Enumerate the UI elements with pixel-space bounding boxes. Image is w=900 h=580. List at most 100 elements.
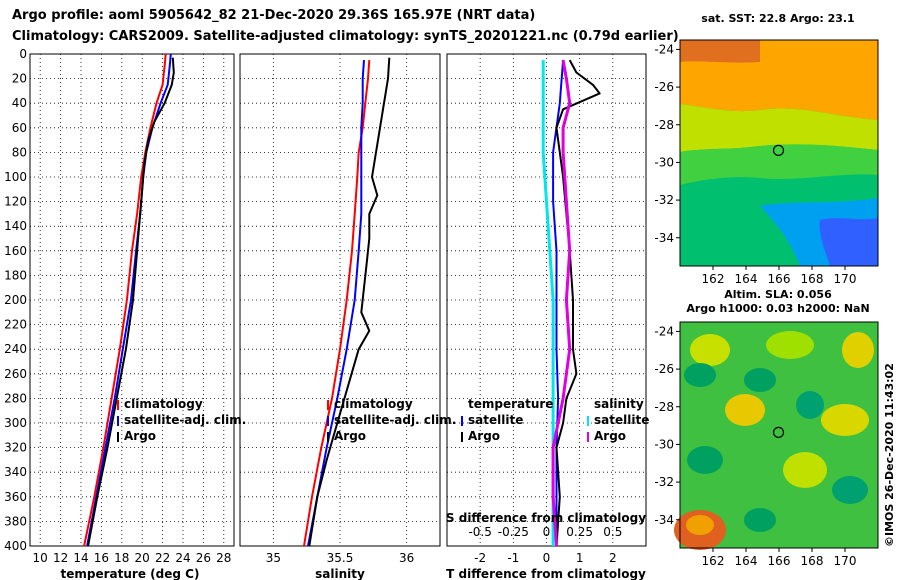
legend-argo-label: Argo bbox=[334, 429, 366, 443]
t-difference-axis-label: T difference from climatology bbox=[446, 567, 646, 580]
depth-tick-label: 240 bbox=[4, 342, 27, 356]
map-y-tick-label: -26 bbox=[654, 362, 674, 376]
plot-frame bbox=[446, 53, 647, 547]
map-x-tick-label: 170 bbox=[834, 272, 857, 286]
depth-tick-label: 60 bbox=[12, 121, 27, 135]
x-tick-label: 1 bbox=[576, 551, 584, 565]
sla-map-title: Altim. SLA: 0.056 bbox=[724, 288, 832, 301]
depth-tick-label: 280 bbox=[4, 391, 27, 405]
x-tick-label: 26 bbox=[196, 551, 211, 565]
map-x-tick-label: 164 bbox=[735, 554, 758, 568]
legend-s-satellite-label: satellite bbox=[594, 413, 649, 427]
difference-legend: temperature satellite Argo salinity sate… bbox=[461, 397, 649, 443]
header-title-line1: Argo profile: aoml 5905642_82 21-Dec-202… bbox=[12, 8, 535, 23]
temperature-legend: climatology satellite-adj. clim. Argo bbox=[117, 397, 246, 443]
legend-s-argo-label: Argo bbox=[594, 429, 626, 443]
map-x-tick-label: 162 bbox=[702, 554, 725, 568]
sla-high-blob bbox=[783, 452, 827, 488]
map-y-tick-label: -28 bbox=[654, 118, 674, 132]
map-y-tick-label: -28 bbox=[654, 400, 674, 414]
depth-tick-label: 40 bbox=[12, 96, 27, 110]
depth-tick-label: 160 bbox=[4, 244, 27, 258]
series-climatology bbox=[303, 60, 371, 547]
argo-location-marker bbox=[772, 144, 785, 156]
legend-climatology-label: climatology bbox=[124, 397, 203, 411]
x-tick-label: 0 bbox=[543, 551, 551, 565]
sla-high-blob bbox=[821, 404, 869, 436]
depth-tick-label: 320 bbox=[4, 441, 27, 455]
series-climatology bbox=[83, 53, 167, 547]
sla-map-subtitle: Argo h1000: 0.03 h2000: NaN bbox=[686, 302, 869, 315]
x-tick-label: 24 bbox=[175, 551, 190, 565]
s-tick-label: -0.5 bbox=[468, 525, 491, 539]
map-y-tick-label: -30 bbox=[654, 155, 674, 169]
x-tick-label: 35.5 bbox=[327, 551, 354, 565]
map-y-tick-label: -24 bbox=[654, 42, 674, 56]
depth-tick-label: 300 bbox=[4, 416, 27, 430]
map-y-tick-label: -34 bbox=[654, 231, 674, 245]
map-y-tick-label: -32 bbox=[654, 193, 674, 207]
difference-panel: -2 -1 0 1 2 -0.5 -0.25 0 0.25 0.5 bbox=[446, 53, 647, 565]
argo-location-marker bbox=[772, 426, 785, 438]
sst-green-band bbox=[680, 144, 878, 185]
salinity-axis-label: salinity bbox=[315, 567, 365, 580]
depth-tick-label: 20 bbox=[12, 72, 27, 86]
legend-t-satellite-label: satellite bbox=[468, 413, 523, 427]
x-tick-label: 22 bbox=[155, 551, 170, 565]
map-y-tick-label: -30 bbox=[654, 437, 674, 451]
map-x-tick-label: 166 bbox=[768, 272, 791, 286]
x-tick-label: 28 bbox=[216, 551, 231, 565]
series-argo bbox=[87, 57, 175, 547]
x-tick-label: -2 bbox=[474, 551, 486, 565]
sla-low-blob bbox=[687, 446, 723, 474]
depth-tick-label: 340 bbox=[4, 465, 27, 479]
depth-tick-label: 380 bbox=[4, 514, 27, 528]
x-tick-label: -1 bbox=[507, 551, 519, 565]
legend-climatology-label: climatology bbox=[334, 397, 413, 411]
map-x-tick-label: 168 bbox=[801, 272, 824, 286]
imos-credit: ©IMOS 26-Dec-2020 11:43:02 bbox=[883, 363, 896, 547]
depth-tick-label: 200 bbox=[4, 293, 27, 307]
sst-map: 162 164 166 168 170 -24 -26 -28 -30 -32 -34 bbox=[654, 39, 879, 286]
series-argo bbox=[308, 57, 391, 547]
salinity-legend: climatology satellite-adj. clim. Argo bbox=[327, 397, 456, 443]
depth-tick-label: 120 bbox=[4, 195, 27, 209]
depth-tick-label: 400 bbox=[4, 539, 27, 553]
map-y-tick-label: -24 bbox=[654, 324, 674, 338]
x-tick-label: 14 bbox=[73, 551, 88, 565]
sst-hot-region bbox=[680, 40, 760, 63]
sla-high-blob bbox=[725, 394, 765, 426]
s-tick-label: 0.5 bbox=[603, 525, 622, 539]
depth-tick-label: 100 bbox=[4, 170, 27, 184]
s-difference-axis-label: S difference from climatology bbox=[446, 511, 646, 525]
x-tick-label: 10 bbox=[33, 551, 48, 565]
depth-tick-label: 180 bbox=[4, 268, 27, 282]
x-tick-label: 2 bbox=[609, 551, 617, 565]
depth-tick-label: 140 bbox=[4, 219, 27, 233]
s-tick-label: -0.25 bbox=[498, 525, 529, 539]
depth-tick-label: 80 bbox=[12, 145, 27, 159]
depth-tick-label: 220 bbox=[4, 318, 27, 332]
legend-argo-label: Argo bbox=[124, 429, 156, 443]
sla-low-blob bbox=[832, 476, 868, 504]
sla-low-blob bbox=[744, 368, 776, 392]
header-title-line2: Climatology: CARS2009. Satellite-adjuste… bbox=[12, 29, 679, 44]
depth-tick-label: 0 bbox=[19, 47, 27, 61]
x-tick-label: 36 bbox=[399, 551, 414, 565]
x-tick-label: 35 bbox=[266, 551, 281, 565]
series-salinity-argo bbox=[551, 59, 572, 547]
sla-low-blob bbox=[796, 391, 824, 419]
sla-high-blob bbox=[842, 332, 874, 368]
map-y-tick-label: -26 bbox=[654, 80, 674, 94]
legend-temperature-title: temperature bbox=[468, 397, 553, 411]
sla-peak-core bbox=[686, 515, 714, 535]
x-tick-label: 12 bbox=[53, 551, 68, 565]
x-tick-label: 16 bbox=[94, 551, 109, 565]
sla-high-blob bbox=[766, 331, 814, 359]
legend-satellite-label: satellite-adj. clim. bbox=[124, 413, 246, 427]
map-x-tick-label: 166 bbox=[768, 554, 791, 568]
map-x-tick-label: 168 bbox=[801, 554, 824, 568]
s-tick-label: 0 bbox=[543, 525, 551, 539]
sla-map: 162 164 166 168 170 -24 -26 -28 -30 -32 -34 bbox=[654, 321, 879, 568]
